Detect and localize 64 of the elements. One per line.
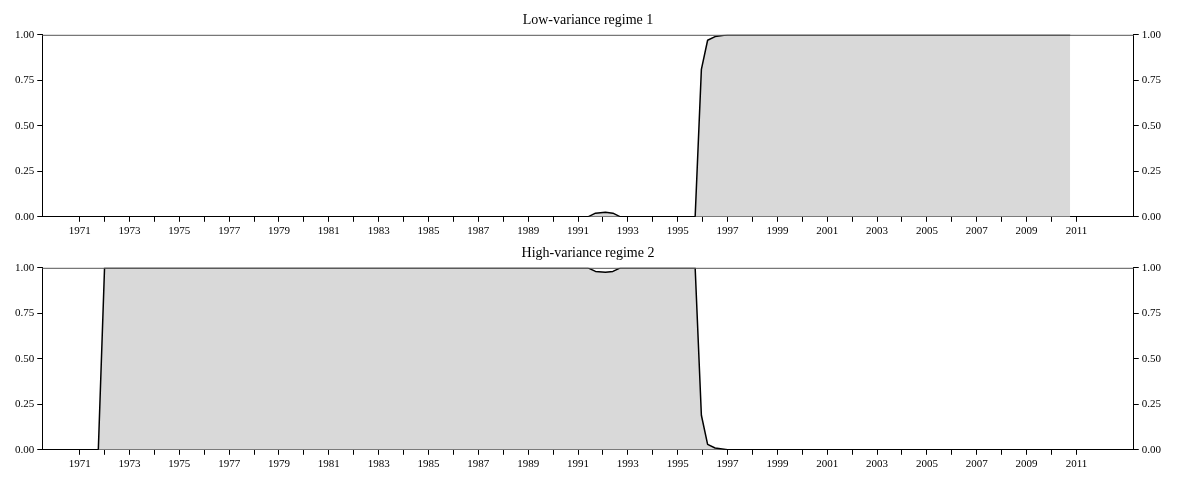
x-tick-label: 1979 <box>267 457 291 470</box>
x-tick-label: 2011 <box>1065 224 1088 237</box>
x-tick-label: 1977 <box>218 457 241 470</box>
x-tick-label: 1973 <box>118 224 141 237</box>
x-tick-label: 2011 <box>1065 457 1088 470</box>
x-tick-label: 1989 <box>517 457 540 470</box>
x-tick-label: 2001 <box>816 224 839 237</box>
chart-title: High-variance regime 2 <box>521 245 655 261</box>
x-tick-label: 2007 <box>965 224 989 237</box>
x-tick-label: 1971 <box>68 457 91 470</box>
x-tick-label: 1981 <box>317 457 340 470</box>
y2-tick-label: 0.25 <box>1141 397 1162 410</box>
x-tick-label: 1973 <box>118 457 141 470</box>
x-tick-label: 2009 <box>1015 224 1039 237</box>
x-tick-label: 1999 <box>766 457 789 470</box>
x-tick-label: 1999 <box>766 224 789 237</box>
x-tick-label: 1997 <box>716 457 740 470</box>
x-tick-label: 2005 <box>915 457 939 470</box>
y-tick-label: 0.50 <box>15 351 35 364</box>
x-tick-label: 2005 <box>915 224 939 237</box>
y-tick-label: 0.75 <box>15 306 35 319</box>
y-tick-label: 0.50 <box>15 118 35 131</box>
x-tick-label: 1979 <box>267 224 291 237</box>
x-tick-label: 1983 <box>367 457 391 470</box>
x-tick-label: 1987 <box>467 457 490 470</box>
x-tick-label: 1995 <box>666 224 690 237</box>
x-tick-label: 2007 <box>965 457 989 470</box>
y2-tick-label: 0.25 <box>1141 164 1162 177</box>
x-tick-label: 1989 <box>517 224 540 237</box>
x-tick-label: 1983 <box>367 224 391 237</box>
x-tick-label: 1985 <box>417 224 441 237</box>
x-tick-label: 1993 <box>616 457 640 470</box>
x-tick-label: 1995 <box>666 457 690 470</box>
chart-title: Low-variance regime 1 <box>522 12 654 28</box>
x-tick-label: 1975 <box>168 457 191 470</box>
y2-tick-label: 0.00 <box>1141 442 1162 455</box>
x-tick-label: 1993 <box>616 224 640 237</box>
y2-tick-label: 0.00 <box>1141 209 1162 222</box>
x-tick-label: 2009 <box>1015 457 1039 470</box>
y2-tick-label: 0.75 <box>1141 73 1162 86</box>
x-tick-label: 1991 <box>567 457 590 470</box>
y-tick-label: 0.25 <box>15 397 35 410</box>
y-tick-label: 0.25 <box>15 164 35 177</box>
y2-tick-label: 0.50 <box>1141 351 1162 364</box>
x-tick-label: 2003 <box>866 457 889 470</box>
y2-tick-label: 0.50 <box>1141 118 1162 131</box>
x-tick-label: 1975 <box>168 224 191 237</box>
x-tick-label: 2001 <box>816 457 839 470</box>
x-tick-label: 1987 <box>467 224 490 237</box>
x-tick-label: 1997 <box>716 224 740 237</box>
x-tick-label: 1977 <box>218 224 241 237</box>
x-tick-label: 1985 <box>417 457 441 470</box>
x-tick-label: 1971 <box>68 224 91 237</box>
x-tick-label: 2003 <box>866 224 889 237</box>
x-tick-label: 1991 <box>567 224 590 237</box>
y2-tick-label: 0.75 <box>1141 306 1162 319</box>
y2-tick-label: 1.00 <box>1141 27 1162 40</box>
y-tick-label: 0.75 <box>15 73 35 86</box>
y-tick-label: 0.00 <box>15 209 35 222</box>
y-tick-label: 0.00 <box>15 442 35 455</box>
x-tick-label: 1981 <box>317 224 340 237</box>
y2-tick-label: 1.00 <box>1141 260 1162 273</box>
y-tick-label: 1.00 <box>15 260 35 273</box>
y-tick-label: 1.00 <box>15 27 35 40</box>
